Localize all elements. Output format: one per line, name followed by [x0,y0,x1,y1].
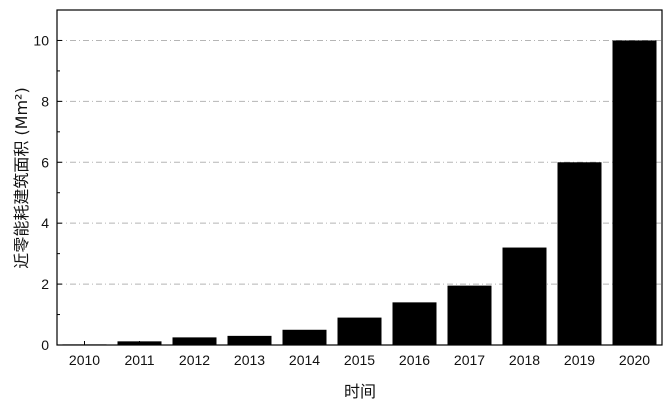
x-axis-title: 时间 [344,382,376,401]
bar-2019 [557,162,602,345]
x-tick-label-2020: 2020 [619,352,650,368]
bar-2015 [337,317,382,345]
bar-2018 [502,247,547,345]
bar-2013 [227,335,272,345]
x-tick-label-2018: 2018 [509,352,540,368]
gridlines [57,39,662,285]
x-tick-label-2013: 2013 [234,352,265,368]
y-tick-label-0: 0 [41,337,49,353]
bar-2014 [282,329,327,345]
x-tick-label-2011: 2011 [124,352,154,368]
bar-2020 [612,40,657,346]
bar-2016 [392,302,437,345]
y-axis-title: 近零能耗建筑面积 (Mm²) [12,87,31,268]
y-tick-label-5: 10 [33,32,49,48]
y-tick-label-2: 4 [41,215,49,231]
bar-2017 [447,285,492,345]
y-tick-label-4: 8 [41,93,49,109]
x-tick-label-2017: 2017 [454,352,485,368]
y-tick-label-1: 2 [41,276,49,292]
bars [62,40,657,346]
y-tick-label-3: 6 [41,154,49,170]
x-tick-label-2015: 2015 [344,352,375,368]
x-tick-label-2010: 2010 [69,352,100,368]
x-tick-label-2016: 2016 [399,352,430,368]
x-tick-label-2014: 2014 [289,352,320,368]
x-axis: 2010 2011 2012 2013 2014 2015 2016 2017 2018 2019… [69,341,650,368]
x-tick-label-2012: 2012 [179,352,210,368]
y-axis: 0 2 4 6 8 10 [33,32,62,353]
x-tick-label-2019: 2019 [564,352,595,368]
